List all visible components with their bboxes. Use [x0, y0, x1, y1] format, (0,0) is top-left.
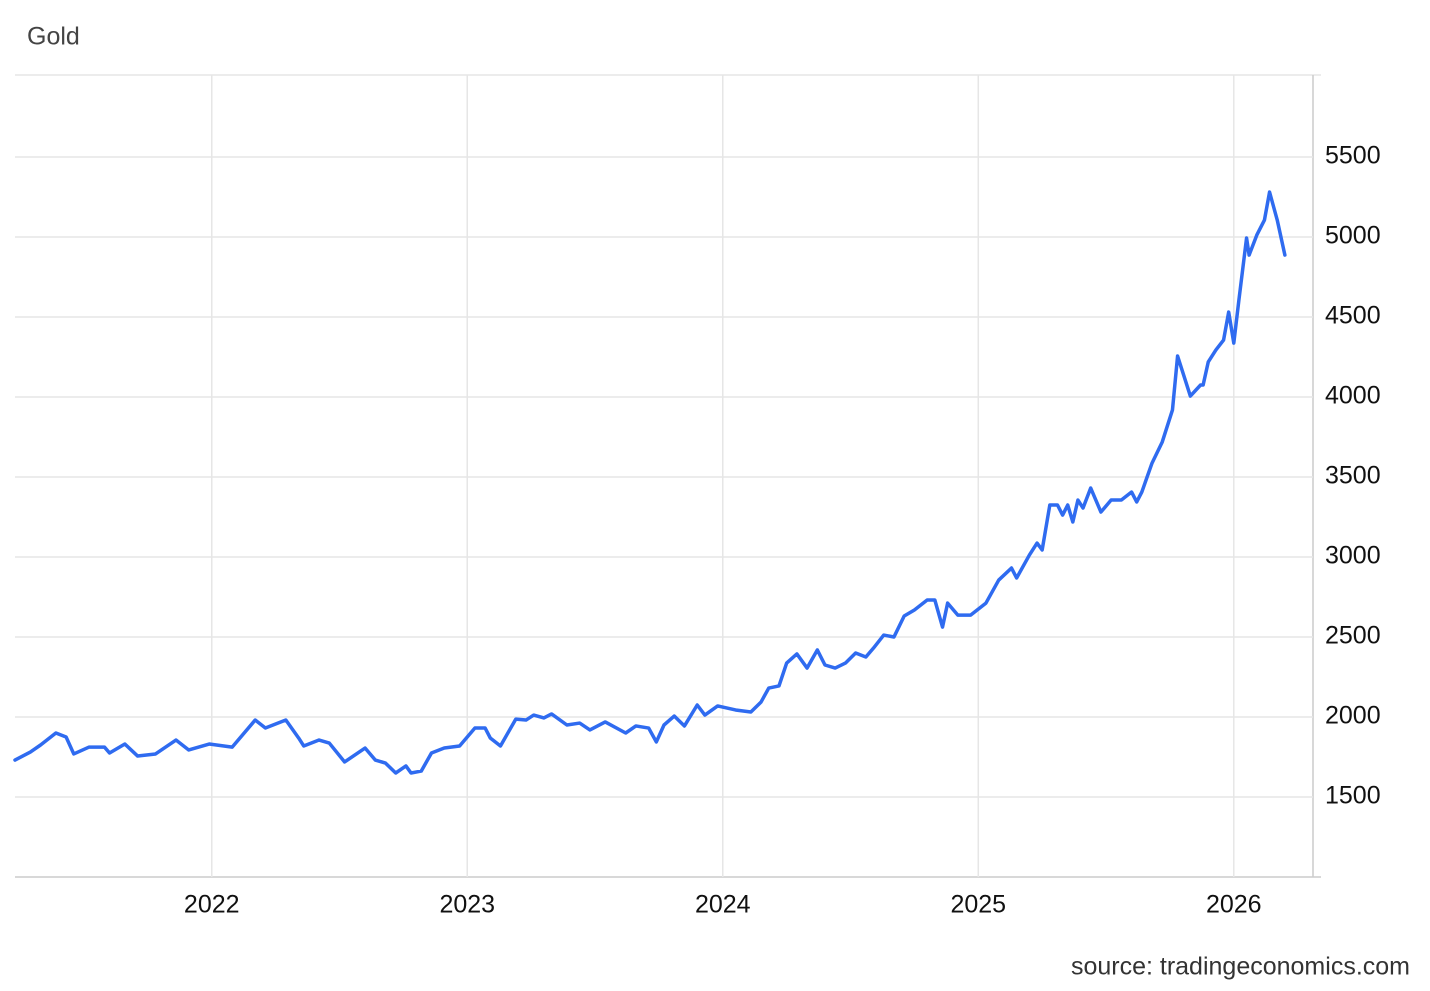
y-tick-label: 2500 — [1325, 622, 1381, 650]
x-tick-label: 2026 — [1206, 891, 1262, 919]
x-tick-label: 2024 — [695, 891, 751, 919]
x-tick-label: 2025 — [950, 891, 1006, 919]
x-tick-label: 2023 — [439, 891, 495, 919]
y-tick-label: 3000 — [1325, 542, 1381, 570]
chart-title: Gold — [27, 23, 80, 51]
y-tick-label: 1500 — [1325, 782, 1381, 810]
y-tick-label: 5500 — [1325, 142, 1381, 170]
y-tick-label: 4500 — [1325, 302, 1381, 330]
source: source: tradingeconomics.com — [1071, 953, 1410, 981]
y-tick-label: 2000 — [1325, 702, 1381, 730]
data-line — [13, 190, 1287, 775]
y-tick-label: 4000 — [1325, 382, 1381, 410]
x-tick-label: 2022 — [184, 891, 240, 919]
y-tick-label: 5000 — [1325, 222, 1381, 250]
y-tick-label: 3500 — [1325, 462, 1381, 490]
